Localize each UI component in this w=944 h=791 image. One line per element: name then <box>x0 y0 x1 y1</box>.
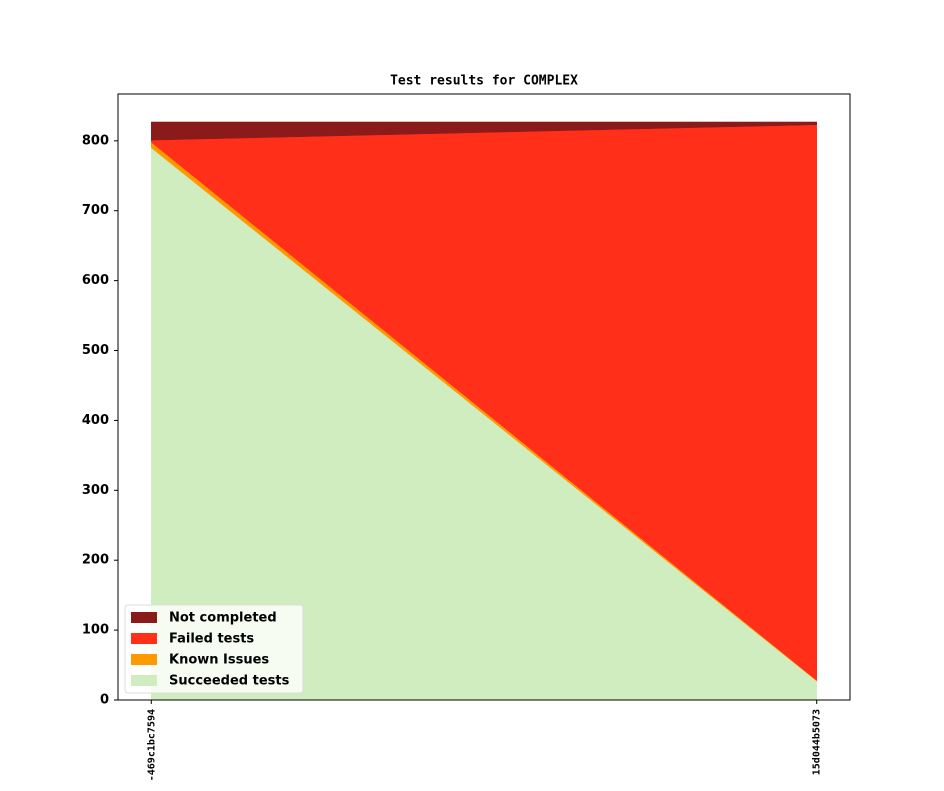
y-tick-label: 0 <box>100 693 109 708</box>
legend-swatch <box>131 612 157 623</box>
plot-frame <box>117 93 851 701</box>
legend-label: Known Issues <box>169 653 269 668</box>
legend-swatch <box>131 654 157 665</box>
y-tick-label: 100 <box>82 623 109 638</box>
legend-swatch <box>131 633 157 644</box>
legend-label: Failed tests <box>169 632 254 647</box>
y-tick-label: 300 <box>82 483 109 498</box>
legend-box <box>124 604 304 694</box>
chart-title: Test results for COMPLEX <box>390 74 578 89</box>
y-tick-label: 800 <box>82 133 109 148</box>
y-tick-label: 200 <box>82 553 109 568</box>
legend-swatch <box>131 675 157 686</box>
y-tick-label: 700 <box>82 203 109 218</box>
y-tick-label: 500 <box>82 343 109 358</box>
x-tick-label: 15d044b5073 <box>812 709 823 775</box>
legend-label: Not completed <box>169 611 277 626</box>
x-tick-label: -469c1bc7594 <box>146 709 157 781</box>
y-tick-label: 600 <box>82 273 109 288</box>
legend-label: Succeeded tests <box>169 674 290 689</box>
y-tick-label: 400 <box>82 413 109 428</box>
area <box>151 121 817 141</box>
